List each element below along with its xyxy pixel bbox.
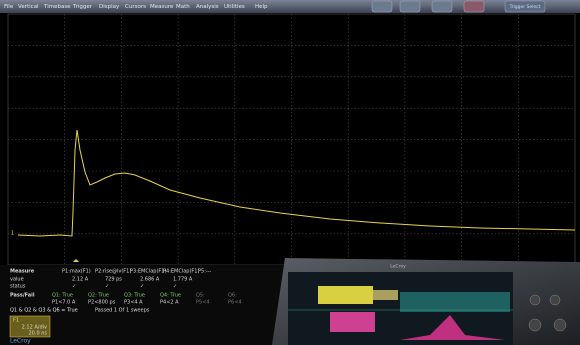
toolbar-icon[interactable] (464, 1, 484, 12)
pass-fail-limit: P6<4 (228, 300, 242, 306)
channel-timebase: 20.0 ns (29, 331, 48, 337)
menu-item[interactable]: File (4, 4, 14, 10)
measure-cell: 2.686 A (140, 277, 160, 283)
inset-knob (529, 319, 541, 331)
inset-trace (400, 292, 510, 312)
measure-cell: 729 ps (105, 277, 122, 283)
trace-marker: 1 (11, 231, 14, 237)
measure-header: P3:EMClap(F1) (130, 269, 166, 275)
pass-fail-limit: P1<7.0 A (52, 300, 76, 306)
inset-trace (330, 312, 375, 332)
pass-fail-test: Q5: (196, 293, 205, 299)
inset-photo: LeCroy (272, 258, 580, 345)
inset-knob (550, 295, 560, 305)
measure-cell: 1.779 A (173, 277, 193, 283)
inset-logo: LeCroy (390, 264, 406, 270)
pass-fail-test: Q4: True (160, 293, 181, 299)
menu-item[interactable]: Timebase (43, 4, 71, 10)
pass-fail-test: Q3: True (124, 293, 145, 299)
measure-header: P1:max(F1) (62, 269, 91, 275)
menu-item[interactable]: Utilities (224, 4, 245, 10)
pass-fail-test: Q2: True (88, 293, 109, 299)
pass-fail-limit: P3<4 A (124, 300, 143, 306)
inset-knob (554, 319, 566, 331)
pass-fail-summary: Q1 & Q2 & Q3 & Q6 = True (10, 308, 78, 314)
menu-item[interactable]: Trigger (72, 4, 93, 10)
pass-fail-result: Passed 1 Of 1 sweeps (95, 308, 150, 314)
trigger-select-label: Trigger Select (509, 4, 541, 10)
measure-cell: ✓ (105, 284, 109, 290)
measure-cell: ✓ (173, 284, 177, 290)
logo: LeCroy (10, 338, 31, 345)
menu-item[interactable]: Cursors (125, 4, 146, 10)
channel-name: F1 (13, 318, 19, 324)
menu-item[interactable]: Vertical (18, 4, 39, 10)
pass-fail-limit: P5<4 (196, 300, 210, 306)
pass-fail-test: Q1: True (52, 293, 73, 299)
inset-trace (318, 286, 373, 304)
measure-cell: 2.12 A (72, 277, 89, 283)
measure-header: P2:rise@lv(F1) (95, 269, 131, 275)
measure-cell: value (10, 277, 24, 283)
toolbar-icon[interactable] (372, 1, 392, 12)
measure-cell: ✓ (140, 284, 144, 290)
toolbar-icon[interactable] (432, 1, 452, 12)
menu-item[interactable]: Measure (150, 4, 174, 10)
pass-fail-limit: P2<800 ps (88, 300, 116, 306)
pass-fail-limit: P4<2 A (160, 300, 179, 306)
menu-item[interactable]: Math (176, 4, 190, 10)
measure-header: Measure (10, 269, 35, 275)
pass-fail-test: Q6: (228, 293, 237, 299)
inset-trace (373, 290, 398, 300)
pass-fail-label: Pass/Fail (10, 293, 35, 299)
measure-cell: ✓ (72, 284, 76, 290)
measure-header: P4:EMClap(F1) (163, 269, 199, 275)
menu-item[interactable]: Help (255, 4, 268, 10)
measure-header: P5:--- (198, 269, 211, 275)
menu-item[interactable]: Display (99, 4, 120, 10)
menu-item[interactable]: Analysis (196, 4, 219, 10)
inset-knob (530, 295, 540, 305)
scope-screen: File Vertical TimebaseTrigger Display Cursor… (0, 0, 580, 345)
toolbar-icon[interactable] (400, 1, 420, 12)
measure-cell: status (10, 284, 26, 290)
